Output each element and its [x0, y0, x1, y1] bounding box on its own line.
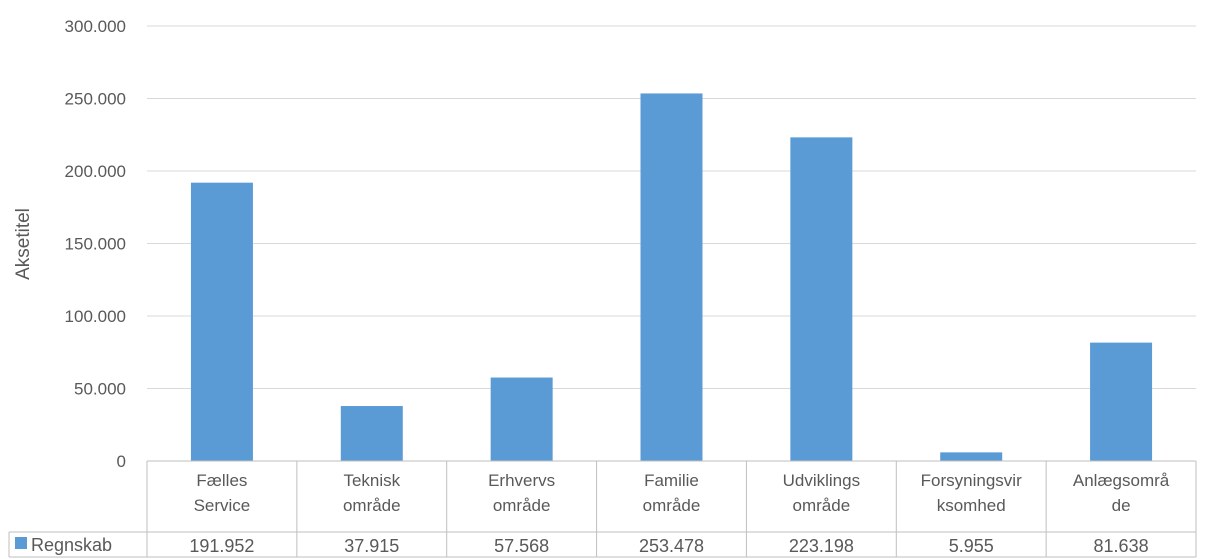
- y-tick-label: 200.000: [65, 162, 126, 181]
- data-value-label: 223.198: [789, 536, 854, 556]
- data-value-label: 5.955: [949, 536, 994, 556]
- y-tick-label: 50.000: [74, 380, 126, 399]
- category-label: Teknisk område: [343, 471, 401, 515]
- bar: [340, 406, 403, 461]
- bar: [790, 137, 853, 461]
- data-table: Fælles Service Teknisk område Erhvervs område…: [8, 460, 1197, 558]
- category-label: Anlægsområ de: [1073, 471, 1170, 515]
- y-tick-label: 0: [117, 452, 126, 471]
- y-tick-label: 150.000: [65, 235, 126, 254]
- data-value-label: 37.915: [344, 536, 399, 556]
- data-value-label: 191.952: [189, 536, 254, 556]
- y-tick-label: 100.000: [65, 307, 126, 326]
- data-value-label: 81.638: [1094, 536, 1149, 556]
- category-label: Forsyningsvir ksomhed: [921, 471, 1022, 515]
- series-name: Regnskab: [31, 535, 112, 555]
- category-label: Erhvervs område: [488, 471, 555, 515]
- y-axis-ticks: 0 50.000 100.000 150.000 200.000 250.000 300.0…: [65, 17, 126, 471]
- bar: [640, 93, 703, 461]
- bar: [490, 377, 553, 461]
- bar: [190, 182, 253, 461]
- bar: [1090, 342, 1153, 461]
- category-label: Udviklings område: [783, 471, 860, 515]
- legend-swatch: [15, 537, 27, 549]
- category-label: Familie område: [643, 471, 701, 515]
- data-value-label: 57.568: [494, 536, 549, 556]
- category-label: Fælles Service: [194, 471, 251, 515]
- bars: [190, 93, 1153, 461]
- bar: [940, 452, 1003, 461]
- y-axis-label: Aksetitel: [13, 208, 34, 280]
- y-tick-label: 250.000: [65, 90, 126, 109]
- data-value-label: 253.478: [639, 536, 704, 556]
- y-tick-label: 300.000: [65, 17, 126, 36]
